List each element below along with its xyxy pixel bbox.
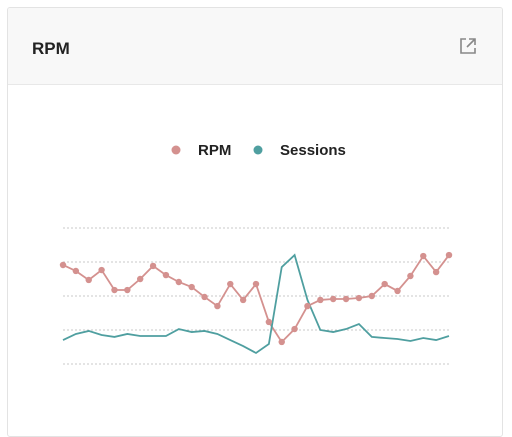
data-point (317, 296, 324, 304)
series-line (62, 254, 450, 344)
open-external-icon[interactable] (458, 36, 478, 56)
data-point (432, 268, 440, 276)
data-point (188, 283, 195, 291)
data-point (407, 272, 414, 280)
data-point (342, 295, 350, 303)
data-point (175, 278, 182, 286)
data-point (381, 280, 388, 288)
data-point (265, 318, 273, 326)
data-point (368, 292, 375, 300)
data-point (304, 302, 311, 310)
legend-marker (253, 145, 263, 155)
data-point (239, 296, 247, 304)
data-point (420, 252, 427, 260)
data-point (330, 295, 337, 303)
data-point (445, 251, 453, 259)
data-point (85, 276, 92, 284)
data-point (214, 302, 221, 310)
legend-label: Sessions (280, 142, 346, 159)
series-line (62, 253, 450, 355)
data-point (59, 261, 67, 269)
widget-card: RPM (7, 7, 503, 437)
legend-label: RPM (198, 142, 231, 159)
data-point (252, 280, 260, 288)
data-point (355, 294, 363, 302)
data-point (162, 271, 170, 279)
card-header: RPM (8, 8, 502, 85)
data-point (124, 286, 131, 294)
data-point (149, 262, 157, 270)
data-point (111, 286, 118, 294)
data-point (137, 275, 144, 283)
data-point (291, 325, 298, 333)
card-title: RPM (32, 39, 70, 58)
data-point (394, 287, 401, 295)
legend-marker (171, 145, 181, 155)
data-point (227, 280, 234, 288)
data-point (201, 293, 208, 301)
data-point (278, 338, 285, 346)
data-point (72, 267, 80, 275)
data-point (98, 266, 105, 274)
